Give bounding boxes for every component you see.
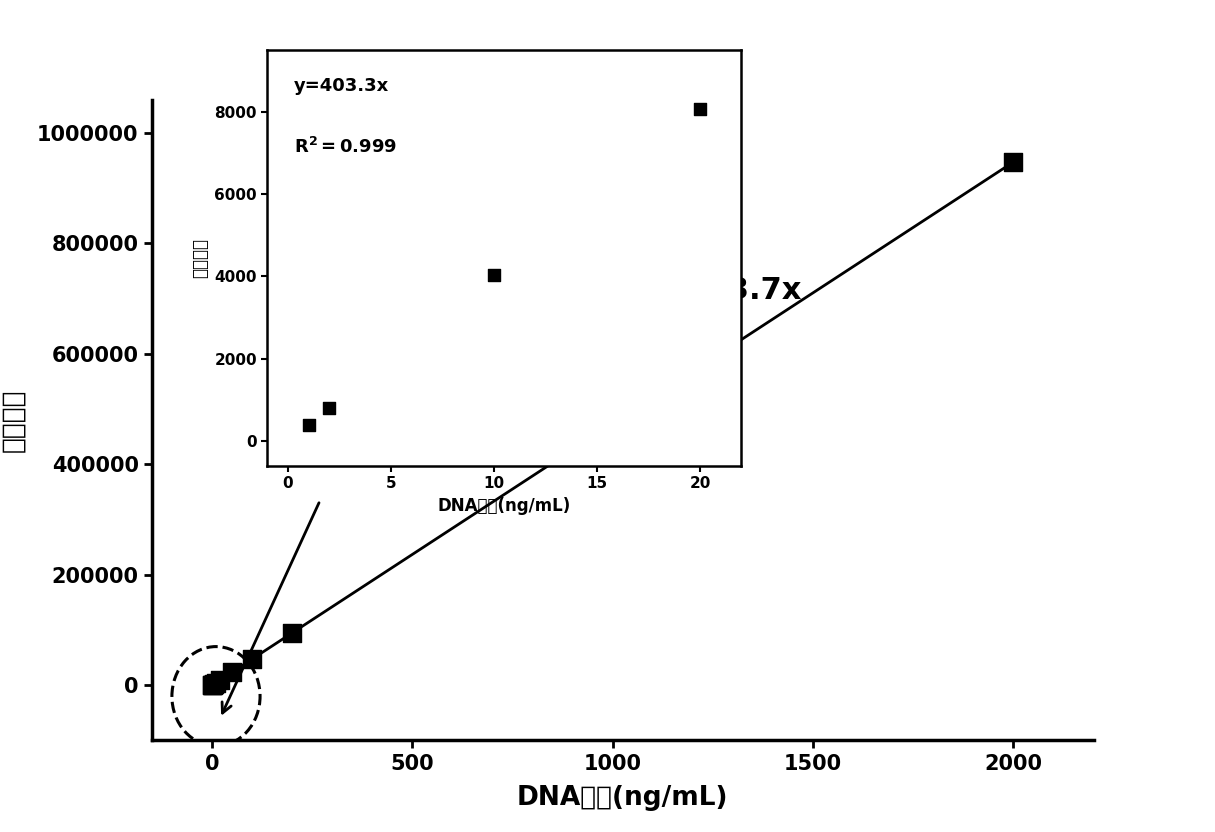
Y-axis label: 荧光强度: 荧光强度	[191, 238, 209, 278]
Point	[603, 417, 622, 430]
Point	[320, 401, 339, 414]
Point	[204, 677, 224, 691]
Point	[282, 626, 301, 640]
Point	[1004, 156, 1023, 169]
X-axis label: DNA浓度(ng/mL): DNA浓度(ng/mL)	[516, 785, 729, 811]
Text: y=473.7x: y=473.7x	[640, 275, 802, 305]
Point	[203, 678, 222, 691]
Point	[202, 679, 221, 692]
X-axis label: DNA浓度(ng/mL): DNA浓度(ng/mL)	[437, 497, 571, 515]
Y-axis label: 荧光强度: 荧光强度	[0, 389, 26, 452]
Point	[485, 269, 504, 282]
Point	[207, 676, 226, 689]
Point	[203, 678, 222, 691]
Point	[299, 418, 318, 431]
Point	[242, 652, 261, 666]
Point	[690, 102, 710, 116]
Point	[222, 666, 242, 679]
Text: $\mathbf{R}^{\mathbf{2}}\mathbf{=1}$: $\mathbf{R}^{\mathbf{2}}\mathbf{=1}$	[640, 360, 739, 393]
Text: $\mathbf{R}^{\mathbf{2}}\mathbf{=0.999}$: $\mathbf{R}^{\mathbf{2}}\mathbf{=0.999}$	[294, 136, 397, 157]
Point	[210, 673, 230, 686]
Text: y=403.3x: y=403.3x	[294, 77, 389, 95]
